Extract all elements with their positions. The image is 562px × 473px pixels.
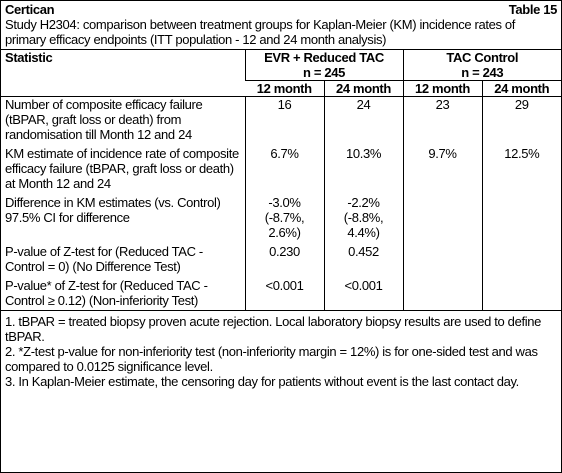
cell: 10.3% <box>323 142 403 191</box>
cell <box>481 240 561 274</box>
row-label: Number of composite efficacy failure (tB… <box>5 97 203 142</box>
footnotes: 1. tBPAR = treated biopsy proven acute r… <box>1 311 561 389</box>
group-header: EVR + Reduced TAC n = 245 <box>244 49 403 81</box>
cell: <0.001 <box>323 274 403 311</box>
table: Statistic EVR + Reduced TAC n = 245 TAC C… <box>1 49 561 311</box>
product: Certican <box>5 2 55 17</box>
cell: 16 <box>244 96 324 142</box>
cell: 23 <box>402 96 482 142</box>
group-name: TAC Control <box>446 50 519 65</box>
row-label: P-value* of Z-test for (Reduced TAC - Co… <box>1 274 245 311</box>
header: Certican Table 15 <box>1 1 561 17</box>
table-number: Table 15 <box>508 2 558 17</box>
cell <box>481 274 561 311</box>
cell: 0.452 <box>323 240 403 274</box>
cell <box>402 191 482 210</box>
cell: -3.0% <box>244 191 324 210</box>
cell: (-8.8%, 4.4%) <box>323 210 403 240</box>
caption: Study H2304: comparison between treatmen… <box>5 17 516 47</box>
cell: 12.5% <box>481 142 561 191</box>
cell: -2.2% <box>323 191 403 210</box>
cell: 6.7% <box>244 142 324 191</box>
cell: 9.7% <box>402 142 482 191</box>
table-head: Statistic EVR + Reduced TAC n = 245 TAC C… <box>1 49 561 97</box>
timepoint-row: 12 month 24 month 12 month 24 month <box>1 80 561 97</box>
footnote: 1. tBPAR = treated biopsy proven acute r… <box>5 314 542 344</box>
row-label: 97.5% CI for difference <box>5 210 130 225</box>
cell <box>402 274 482 311</box>
group-n: n = 245 <box>303 65 345 80</box>
cell: 24 <box>323 96 403 142</box>
cell <box>402 210 482 240</box>
table-row: 97.5% CI for difference (-8.7%, 2.6%) (-8.… <box>1 210 561 240</box>
footnote: 2. *Z-test p-value for non-inferiority t… <box>5 344 538 374</box>
timepoint: 24 month <box>323 80 403 97</box>
table-row: Number of composite efficacy failure (tB… <box>1 96 561 142</box>
row-label: P-value of Z-test for (Reduced TAC - Con… <box>5 244 203 274</box>
timepoint: 12 month <box>402 80 482 97</box>
group-header: TAC Control n = 243 <box>402 49 561 81</box>
header-row: Statistic EVR + Reduced TAC n = 245 TAC C… <box>1 49 561 97</box>
cell: (-8.7%, 2.6%) <box>244 210 324 240</box>
row-label: Difference in KM estimates (vs. Control) <box>5 195 221 210</box>
table-row: Difference in KM estimates (vs. Control)… <box>1 191 561 210</box>
table-body: Number of composite efficacy failure (tB… <box>1 96 561 311</box>
cell: <0.001 <box>244 274 324 311</box>
table-row: P-value of Z-test for (Reduced TAC - Con… <box>1 240 561 274</box>
table-row: P-value* of Z-test for (Reduced TAC - Co… <box>1 274 561 311</box>
row-label: KM estimate of incidence rate of composi… <box>5 146 239 191</box>
timepoint: 12 month <box>245 80 324 97</box>
group-name: EVR + Reduced TAC <box>264 50 384 65</box>
cell <box>402 240 482 274</box>
table-row: KM estimate of incidence rate of composi… <box>1 142 561 191</box>
cell: 0.230 <box>244 240 324 274</box>
cell <box>481 210 561 240</box>
footnote: 3. In Kaplan-Meier estimate, the censori… <box>5 374 519 389</box>
cell: 29 <box>481 96 561 142</box>
statistic-header: Statistic <box>1 49 245 97</box>
cell <box>481 191 561 210</box>
timepoint: 24 month <box>481 80 561 97</box>
group-n: n = 243 <box>461 65 504 80</box>
